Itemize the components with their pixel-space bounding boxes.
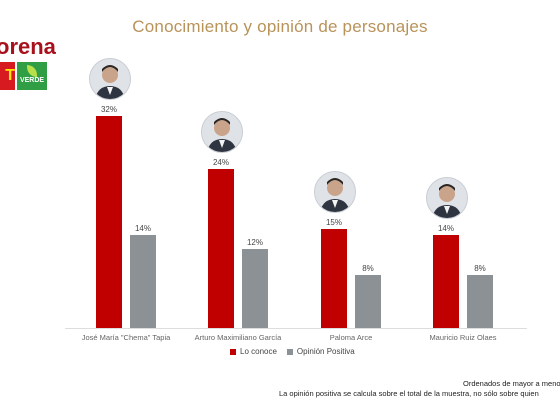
- party-name: orena: [0, 34, 56, 59]
- data-label-lo-conoce-4: 14%: [437, 224, 454, 234]
- data-label-opini-n-positiva-2: 12%: [246, 237, 263, 247]
- bar-opini-n-positiva-2: [242, 248, 268, 328]
- bar-opini-n-positiva-4: [467, 275, 493, 328]
- data-label-lo-conoce-2: 24%: [212, 158, 229, 167]
- bar-lo-conoce-3: [321, 228, 347, 328]
- person-icon: [202, 112, 242, 152]
- x-tick-label-2: Arturo Maximiliano García: [194, 333, 282, 342]
- footnote: La opinión positiva se calcula sobre el …: [279, 389, 539, 398]
- leaf-icon: [27, 65, 37, 77]
- pt-logo-icon: T: [0, 62, 15, 90]
- data-label-lo-conoce-1: 32%: [100, 105, 117, 114]
- legend-item-opinion-positiva: Opinión Positiva: [286, 347, 355, 356]
- data-label-opini-n-positiva-4: 8%: [474, 264, 486, 273]
- x-tick-label-4: Mauricio Ruiz Olaes: [429, 333, 497, 342]
- avatar: [314, 170, 356, 213]
- order-note: Ordenados de mayor a meno: [463, 379, 560, 388]
- bar-opini-n-positiva-1: [130, 235, 156, 328]
- avatar: [426, 177, 468, 220]
- legend-swatch-grey: [286, 348, 293, 355]
- data-label-opini-n-positiva-1: 14%: [134, 224, 151, 234]
- avatar: [201, 111, 243, 153]
- x-tick-label-1: José María "Chema" Tapia: [81, 333, 171, 342]
- person-icon: [427, 178, 467, 219]
- verde-logo-icon: VERDE: [17, 62, 47, 90]
- data-label-opini-n-positiva-3: 8%: [362, 264, 374, 273]
- x-axis-line: [65, 328, 527, 329]
- chart-title: Conocimiento y opinión de personajes: [132, 17, 428, 36]
- bar-lo-conoce-1: [96, 116, 122, 328]
- x-tick-label-3: Paloma Arce: [329, 333, 373, 342]
- legend-item-lo-conoce: Lo conoce: [230, 347, 277, 356]
- person-icon: [315, 171, 355, 212]
- bar-opini-n-positiva-3: [355, 275, 381, 328]
- avatar: [89, 58, 131, 100]
- legend: Lo conoce Opinión Positiva: [230, 347, 355, 356]
- legend-label-opinion-positiva: Opinión Positiva: [296, 347, 355, 356]
- bar-lo-conoce-2: [208, 169, 234, 328]
- legend-label-lo-conoce: Lo conoce: [240, 347, 277, 356]
- legend-swatch-red: [230, 348, 236, 355]
- person-icon: [90, 59, 130, 99]
- data-label-lo-conoce-3: 15%: [325, 217, 342, 227]
- verde-label: VERDE: [19, 77, 45, 84]
- bar-lo-conoce-4: [433, 235, 459, 328]
